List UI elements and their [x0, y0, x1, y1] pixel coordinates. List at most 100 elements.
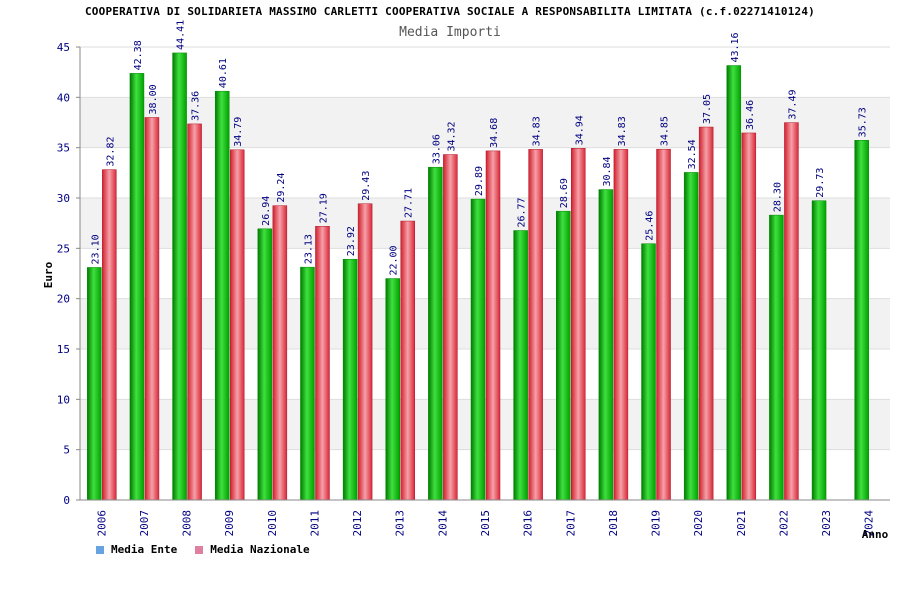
- value-label-media-nazionale: 34.79: [233, 117, 244, 147]
- value-label-media-nazionale: 37.36: [191, 91, 202, 121]
- legend: Media Ente Media Nazionale: [96, 543, 328, 556]
- x-tick-label: 2015: [479, 510, 492, 537]
- x-axis-label: Anno: [862, 528, 889, 541]
- bar-media-ente: [854, 140, 869, 501]
- x-tick-label: 2020: [692, 510, 705, 537]
- value-label-media-nazionale: 37.05: [702, 94, 713, 124]
- bar-media-ente: [87, 267, 102, 501]
- value-label-media-nazionale: 36.46: [745, 100, 756, 130]
- value-label-media-ente: 29.89: [474, 166, 485, 196]
- bar-media-nazionale: [315, 226, 330, 501]
- value-label-media-ente: 26.94: [261, 196, 272, 226]
- bar-media-nazionale: [229, 149, 245, 501]
- bar-media-ente: [556, 210, 571, 501]
- bar-media-ente: [257, 228, 273, 501]
- bar-media-nazionale: [656, 148, 671, 501]
- x-tick-label: 2016: [522, 510, 535, 537]
- y-tick-labels: 0 5 10 15 20 25 30 35 40 45: [57, 41, 70, 507]
- y-tick-label: 35: [57, 142, 70, 155]
- value-label-media-nazionale: 34.68: [489, 118, 500, 148]
- x-tick-label: 2012: [351, 510, 364, 537]
- bar-media-ente: [342, 258, 358, 501]
- bar-media-ente: [300, 266, 315, 501]
- x-tick-label: 2009: [223, 510, 236, 537]
- bar-media-nazionale: [698, 126, 714, 501]
- x-tick-label: 2013: [394, 510, 407, 537]
- value-label-media-ente: 35.73: [858, 107, 869, 137]
- value-label-media-ente: 28.69: [559, 178, 570, 208]
- x-tick-label: 2024: [863, 510, 876, 537]
- bar-media-ente: [726, 65, 742, 501]
- value-label-media-ente: 26.77: [517, 197, 528, 227]
- bar-media-nazionale: [613, 149, 629, 501]
- legend-item-ente: Media Ente: [96, 543, 177, 556]
- value-labels: 23.10 32.82 42.38 38.00 44.41 37.36 40.61 34.79…: [90, 20, 868, 276]
- bar-media-ente: [172, 52, 187, 501]
- value-label-media-ente: 42.38: [133, 40, 144, 70]
- x-tick-labels: 2006 2007 2008 2009 2010 2011 2012 2013 2014 2015…: [95, 510, 875, 537]
- bar-media-nazionale: [400, 220, 415, 501]
- y-tick-label: 45: [57, 41, 70, 54]
- value-label-media-ente: 33.06: [431, 134, 442, 164]
- value-label-media-ente: 23.13: [303, 234, 314, 264]
- bar-media-nazionale: [485, 150, 501, 501]
- bar-media-nazionale: [272, 205, 288, 501]
- x-tick-label: 2019: [650, 510, 663, 537]
- legend-swatch-nazionale: [195, 545, 204, 554]
- bar-media-nazionale: [784, 122, 799, 501]
- x-tick-label: 2008: [181, 510, 194, 537]
- bar-media-ente: [214, 90, 230, 501]
- value-label-media-nazionale: 29.24: [276, 173, 287, 203]
- y-tick-label: 15: [57, 343, 70, 356]
- bar-media-nazionale: [571, 148, 586, 501]
- value-label-media-ente: 22.00: [389, 245, 400, 275]
- value-label-media-ente: 40.61: [218, 58, 229, 88]
- bar-media-ente: [641, 243, 656, 501]
- x-tick-label: 2021: [735, 510, 748, 537]
- legend-swatch-ente: [96, 545, 104, 554]
- bar-media-nazionale: [528, 149, 543, 501]
- x-tick-label: 2017: [564, 510, 577, 537]
- chart-title: COOPERATIVA DI SOLIDARIETA MASSIMO CARLE…: [84, 5, 815, 18]
- bar-media-nazionale: [443, 154, 458, 501]
- bars: [87, 52, 869, 501]
- y-tick-label: 30: [57, 192, 70, 205]
- y-tick-label: 0: [63, 494, 70, 507]
- bar-media-nazionale: [187, 123, 202, 501]
- value-label-media-nazionale: 34.32: [446, 121, 457, 151]
- value-label-media-nazionale: 27.71: [404, 188, 415, 218]
- bar-media-ente: [470, 198, 486, 501]
- bar-media-ente: [598, 189, 614, 501]
- y-tick-label: 25: [57, 242, 70, 255]
- value-label-media-ente: 44.41: [176, 20, 187, 50]
- bar-media-ente: [769, 214, 784, 501]
- y-tick-label: 5: [63, 444, 70, 457]
- value-label-media-nazionale: 34.83: [617, 116, 628, 146]
- y-tick-label: 20: [57, 293, 70, 306]
- value-label-media-nazionale: 27.19: [318, 193, 329, 223]
- bar-media-ente: [385, 278, 400, 501]
- x-tick-label: 2010: [266, 510, 279, 537]
- value-label-media-ente: 29.73: [815, 168, 826, 198]
- value-label-media-nazionale: 34.85: [660, 116, 671, 146]
- bar-media-nazionale: [102, 169, 117, 501]
- y-tick-label: 40: [57, 91, 70, 104]
- bar-media-nazionale: [741, 132, 757, 501]
- value-label-media-ente: 32.54: [687, 139, 698, 169]
- bar-media-nazionale: [144, 117, 160, 501]
- bar-media-ente: [513, 230, 528, 501]
- y-tick-label: 10: [57, 393, 70, 406]
- value-label-media-nazionale: 34.83: [532, 116, 543, 146]
- x-tick-label: 2014: [436, 510, 449, 537]
- value-label-media-ente: 25.46: [645, 211, 656, 241]
- legend-label-ente: Media Ente: [111, 543, 178, 556]
- value-label-media-nazionale: 32.82: [105, 137, 116, 167]
- value-label-media-ente: 43.16: [730, 32, 741, 62]
- bar-media-ente: [428, 166, 443, 501]
- x-tick-label: 2006: [95, 510, 108, 537]
- legend-label-nazionale: Media Nazionale: [210, 543, 310, 556]
- value-label-media-nazionale: 37.49: [787, 89, 798, 119]
- value-label-media-ente: 30.84: [602, 156, 613, 186]
- legend-item-nazionale: Media Nazionale: [195, 543, 310, 556]
